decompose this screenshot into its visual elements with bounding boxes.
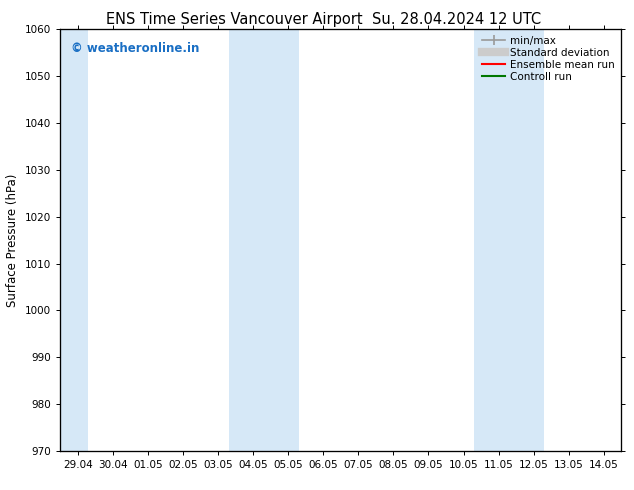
Text: Su. 28.04.2024 12 UTC: Su. 28.04.2024 12 UTC xyxy=(372,12,541,27)
Bar xyxy=(60,29,88,451)
Bar xyxy=(228,29,299,451)
Bar xyxy=(474,29,544,451)
Legend: min/max, Standard deviation, Ensemble mean run, Controll run: min/max, Standard deviation, Ensemble me… xyxy=(479,32,618,85)
Text: ENS Time Series Vancouver Airport: ENS Time Series Vancouver Airport xyxy=(107,12,363,27)
Y-axis label: Surface Pressure (hPa): Surface Pressure (hPa) xyxy=(6,173,20,307)
Text: © weatheronline.in: © weatheronline.in xyxy=(72,42,200,55)
